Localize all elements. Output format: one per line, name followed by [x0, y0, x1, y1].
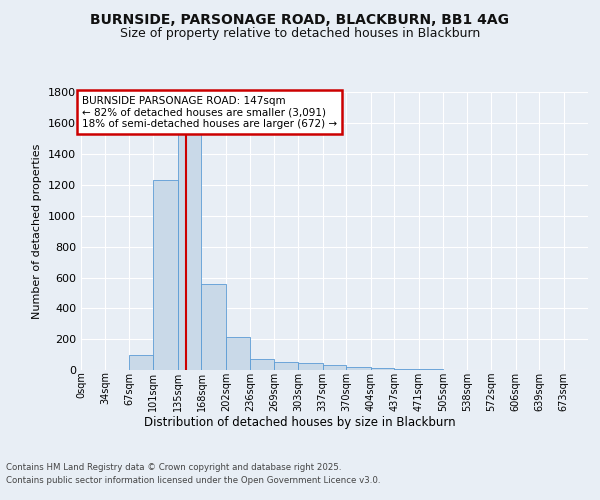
Text: Contains HM Land Registry data © Crown copyright and database right 2025.: Contains HM Land Registry data © Crown c…	[6, 462, 341, 471]
Bar	[394, 369, 419, 370]
Text: BURNSIDE, PARSONAGE ROAD, BLACKBURN, BB1 4AG: BURNSIDE, PARSONAGE ROAD, BLACKBURN, BB1…	[91, 12, 509, 26]
Bar	[129, 355, 154, 370]
Text: BURNSIDE PARSONAGE ROAD: 147sqm
← 82% of detached houses are smaller (3,091)
18%: BURNSIDE PARSONAGE ROAD: 147sqm ← 82% of…	[82, 96, 337, 129]
Bar	[274, 362, 298, 370]
Bar	[250, 359, 274, 370]
Bar	[346, 367, 371, 370]
Bar	[154, 180, 178, 370]
Bar	[226, 337, 250, 370]
Text: Size of property relative to detached houses in Blackburn: Size of property relative to detached ho…	[120, 28, 480, 40]
Y-axis label: Number of detached properties: Number of detached properties	[32, 144, 43, 319]
Bar	[371, 368, 394, 370]
Text: Distribution of detached houses by size in Blackburn: Distribution of detached houses by size …	[144, 416, 456, 429]
Text: Contains public sector information licensed under the Open Government Licence v3: Contains public sector information licen…	[6, 476, 380, 485]
Bar	[178, 120, 202, 370]
Bar	[202, 284, 226, 370]
Bar	[323, 366, 346, 370]
Bar	[298, 363, 323, 370]
